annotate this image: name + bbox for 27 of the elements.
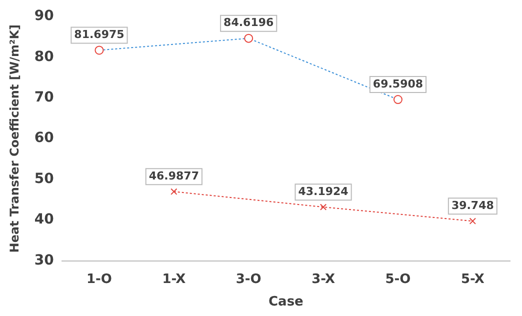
x-tick-label: 3-O — [236, 272, 262, 287]
point — [469, 218, 476, 224]
point — [94, 46, 104, 55]
x-axis-title: Case — [268, 294, 304, 310]
x-tick-label: 5-X — [460, 272, 484, 287]
data-label: 39.748 — [451, 198, 494, 212]
point — [170, 188, 178, 195]
y-tick-label: 40 — [34, 212, 54, 228]
data-label: 43.1924 — [298, 184, 349, 198]
data-label: 46.9877 — [148, 169, 199, 182]
data-label: 84.6196 — [224, 16, 274, 30]
point — [244, 34, 254, 43]
y-tick-label: 70 — [34, 90, 54, 106]
y-tick-label: 80 — [34, 48, 54, 65]
y-tick-label: 60 — [34, 130, 54, 146]
data-label: 81.6975 — [74, 28, 124, 42]
y-tick-label: 50 — [34, 170, 54, 187]
y-tick-label: 30 — [34, 252, 54, 268]
point — [320, 204, 327, 210]
x-tick-label: 1-X — [162, 272, 186, 287]
x-tick-label: 5-O — [385, 272, 411, 287]
y-axis-title: Heat Transfer Coefficient [W/m²K] — [7, 24, 22, 253]
x-tick-label: 1-O — [86, 272, 112, 287]
point — [393, 95, 402, 104]
y-tick-label: 90 — [34, 8, 54, 24]
x-tick-label: 3-X — [312, 272, 335, 287]
data-label: 69.5908 — [372, 77, 424, 90]
